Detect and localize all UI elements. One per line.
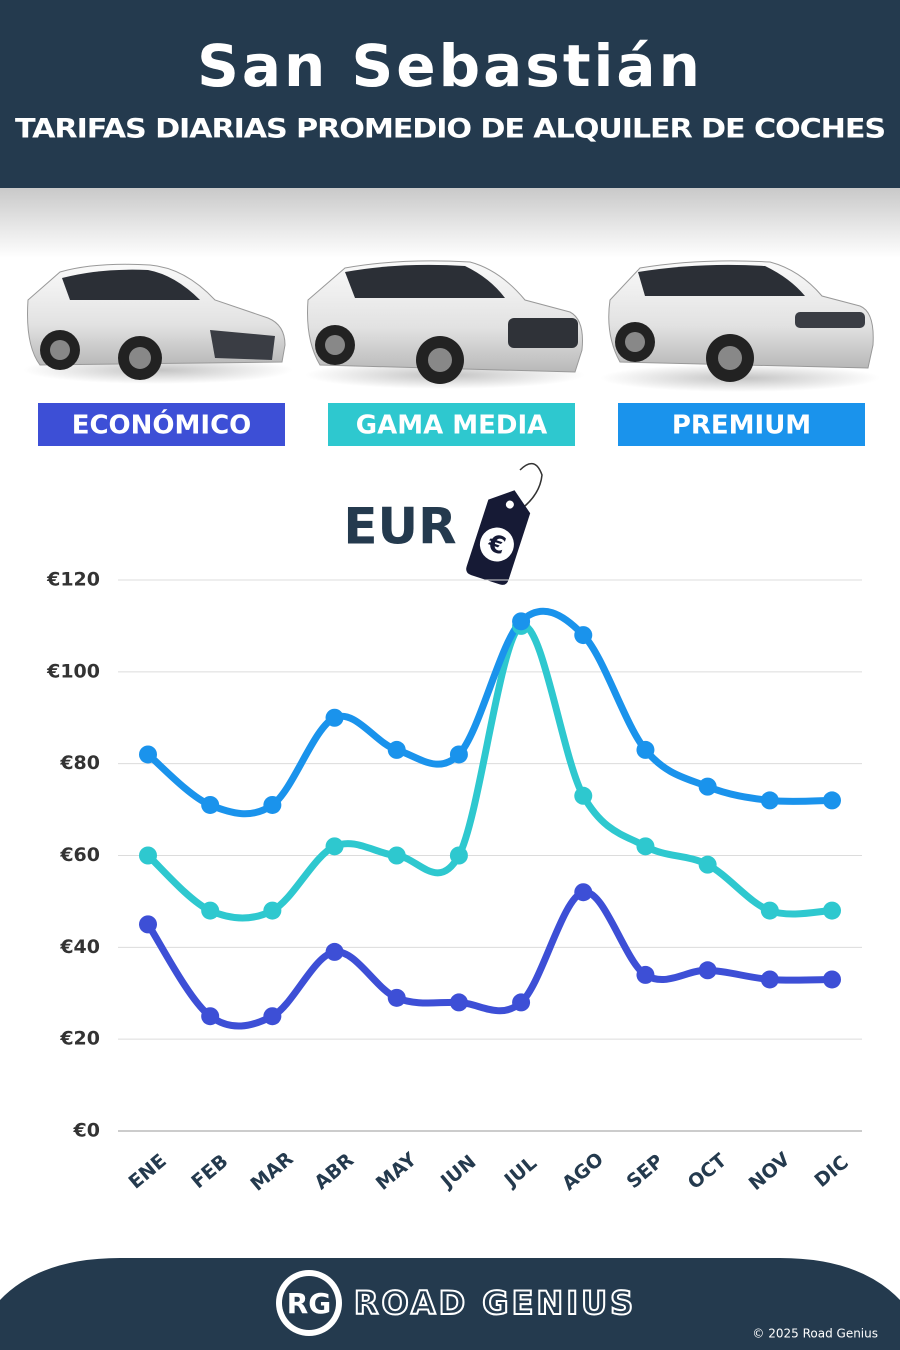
x-tick-label: MAR (246, 1147, 297, 1195)
title: San Sebastián (197, 32, 703, 100)
data-point (636, 740, 655, 759)
data-point (512, 612, 531, 631)
data-point (201, 1007, 220, 1026)
series-line (144, 622, 836, 922)
header-band (0, 0, 900, 188)
data-point (263, 901, 282, 920)
data-point (512, 993, 531, 1012)
data-point (698, 777, 717, 796)
legend-swatch (328, 403, 575, 446)
data-point (139, 846, 157, 865)
logo-text: RG (287, 1287, 332, 1320)
currency-tag: € (466, 490, 531, 585)
data-point (760, 901, 779, 920)
x-tick-label: OCT (684, 1149, 731, 1194)
footer-band (0, 1258, 900, 1350)
data-point (636, 965, 655, 984)
data-point (387, 740, 406, 759)
y-tick-label: €60 (59, 844, 100, 866)
data-point (698, 961, 717, 980)
x-tick-label: JUN (435, 1151, 480, 1194)
data-point (823, 791, 841, 810)
y-tick-label: €100 (46, 660, 100, 682)
x-tick-label: JUL (499, 1152, 541, 1192)
car-premium (600, 260, 880, 392)
data-point (760, 970, 779, 989)
x-tick-label: MAY (372, 1148, 421, 1194)
x-tick-label: ENE (125, 1150, 171, 1194)
data-point (387, 988, 406, 1007)
data-point (325, 837, 344, 856)
car-midsize (305, 260, 585, 389)
data-point (449, 745, 468, 764)
y-tick-label: €80 (59, 752, 100, 774)
data-point (139, 915, 157, 934)
legend-swatch (38, 403, 285, 446)
data-point (574, 626, 593, 645)
y-tick-label: €40 (59, 936, 100, 958)
tag-string (519, 462, 543, 511)
x-tick-label: DIC (811, 1151, 853, 1192)
data-point (449, 846, 468, 865)
data-point (387, 846, 406, 865)
legend-label: GAMA MEDIA (356, 411, 548, 441)
legend-label: PREMIUM (672, 411, 811, 441)
data-point (823, 901, 841, 920)
data-point (636, 837, 655, 856)
data-point (823, 970, 841, 989)
x-tick-label: NOV (745, 1148, 795, 1195)
legend-swatch (618, 403, 865, 446)
data-point (201, 795, 220, 814)
header-fade (0, 188, 900, 258)
data-point (574, 883, 593, 902)
brand: ROAD GENIUS (354, 1284, 636, 1322)
x-tick-label: ABR (310, 1149, 358, 1194)
data-point (201, 901, 220, 920)
x-tick-label: SEP (623, 1150, 668, 1193)
data-point (325, 708, 344, 727)
y-tick-label: €120 (46, 569, 100, 591)
series-line (144, 607, 836, 818)
car-economy (23, 263, 293, 384)
data-point (449, 993, 468, 1012)
currency-label: EUR (343, 498, 456, 556)
data-point (325, 942, 344, 961)
data-point (139, 745, 157, 764)
data-point (263, 795, 282, 814)
series-line (144, 888, 836, 1030)
data-point (574, 786, 593, 805)
logo-inner (282, 1276, 336, 1330)
data-point (263, 1007, 282, 1026)
subtitle: TARIFAS DIARIAS PROMEDIO DE ALQUILER DE … (15, 114, 885, 145)
copyright: © 2025 Road Genius (752, 1327, 878, 1341)
x-tick-label: FEB (187, 1150, 232, 1193)
x-tick-label: AGO (558, 1148, 608, 1195)
legend-label: ECONÓMICO (72, 409, 252, 441)
y-tick-label: €20 (59, 1028, 100, 1050)
data-point (760, 791, 779, 810)
data-point (698, 855, 717, 874)
y-tick-label: €0 (73, 1120, 100, 1142)
